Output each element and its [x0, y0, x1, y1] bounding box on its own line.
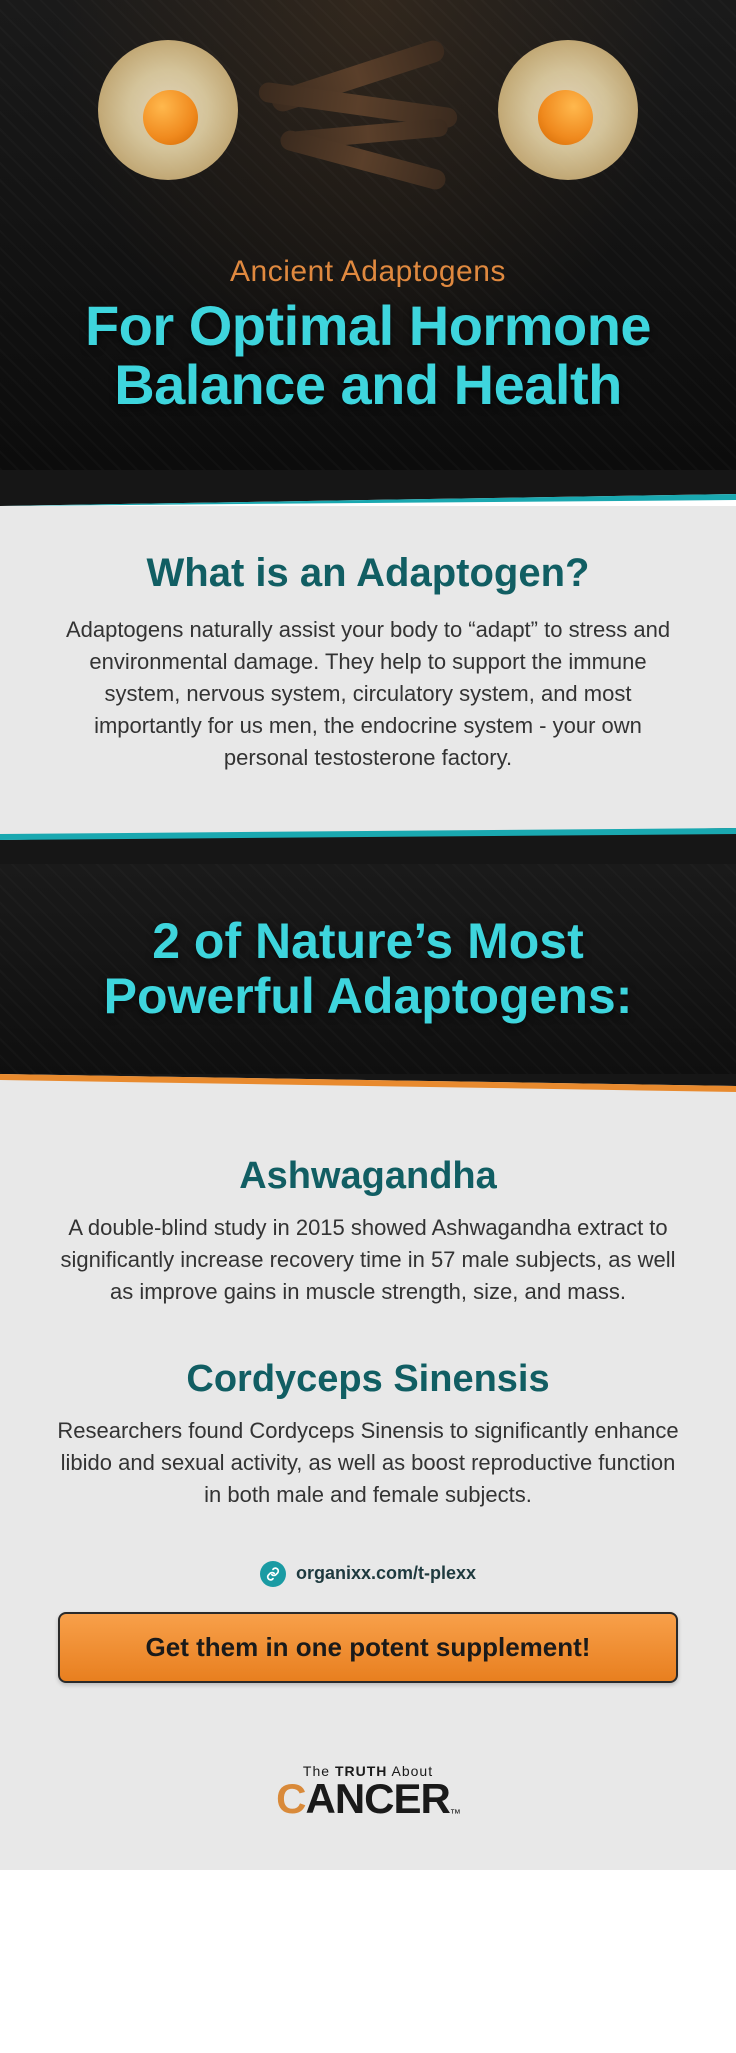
- trademark: ™: [450, 1808, 460, 1820]
- section-adaptogens: Ashwagandha A double-blind study in 2015…: [0, 1110, 736, 1722]
- footer-logo: The TRUTH About CANCER™: [276, 1764, 460, 1820]
- section2-heading: 2 of Nature’s Most Powerful Adaptogens:: [55, 914, 681, 1024]
- cordyceps-roots: [258, 35, 478, 195]
- hero-subtitle: Ancient Adaptogens: [230, 255, 506, 289]
- adaptogen-cordyceps: Cordyceps Sinensis Researchers found Cor…: [55, 1358, 681, 1511]
- section-powerful: 2 of Nature’s Most Powerful Adaptogens:: [0, 864, 736, 1074]
- cta-button[interactable]: Get them in one potent supplement!: [58, 1612, 678, 1683]
- hero-title: For Optimal Hormone Balance and Health: [48, 297, 688, 415]
- link-icon: [260, 1561, 286, 1587]
- adaptogen-body: A double-blind study in 2015 showed Ashw…: [55, 1212, 681, 1308]
- section1-body: Adaptogens naturally assist your body to…: [55, 614, 681, 773]
- separator-1: [0, 470, 736, 506]
- infographic-root: Ancient Adaptogens For Optimal Hormone B…: [0, 0, 736, 1870]
- separator-3: [0, 1074, 736, 1110]
- adaptogen-name: Cordyceps Sinensis: [55, 1358, 681, 1401]
- hero-section: Ancient Adaptogens For Optimal Hormone B…: [0, 0, 736, 470]
- ribbon-icon: C: [276, 1775, 305, 1822]
- adaptogen-body: Researchers found Cordyceps Sinensis to …: [55, 1415, 681, 1511]
- source-link-row: organixx.com/t-plexx: [55, 1561, 681, 1587]
- footer: The TRUTH About CANCER™: [0, 1723, 736, 1870]
- physalis-berry-left: [98, 40, 248, 190]
- section1-heading: What is an Adaptogen?: [55, 551, 681, 596]
- separator-2: [0, 828, 736, 864]
- physalis-berry-right: [488, 40, 638, 190]
- footer-bottom: ANCER: [306, 1775, 450, 1822]
- source-link-text[interactable]: organixx.com/t-plexx: [296, 1563, 476, 1584]
- section-what-is: What is an Adaptogen? Adaptogens natural…: [0, 506, 736, 828]
- hero-image-cluster: [88, 15, 648, 215]
- adaptogen-name: Ashwagandha: [55, 1155, 681, 1198]
- adaptogen-ashwagandha: Ashwagandha A double-blind study in 2015…: [55, 1155, 681, 1308]
